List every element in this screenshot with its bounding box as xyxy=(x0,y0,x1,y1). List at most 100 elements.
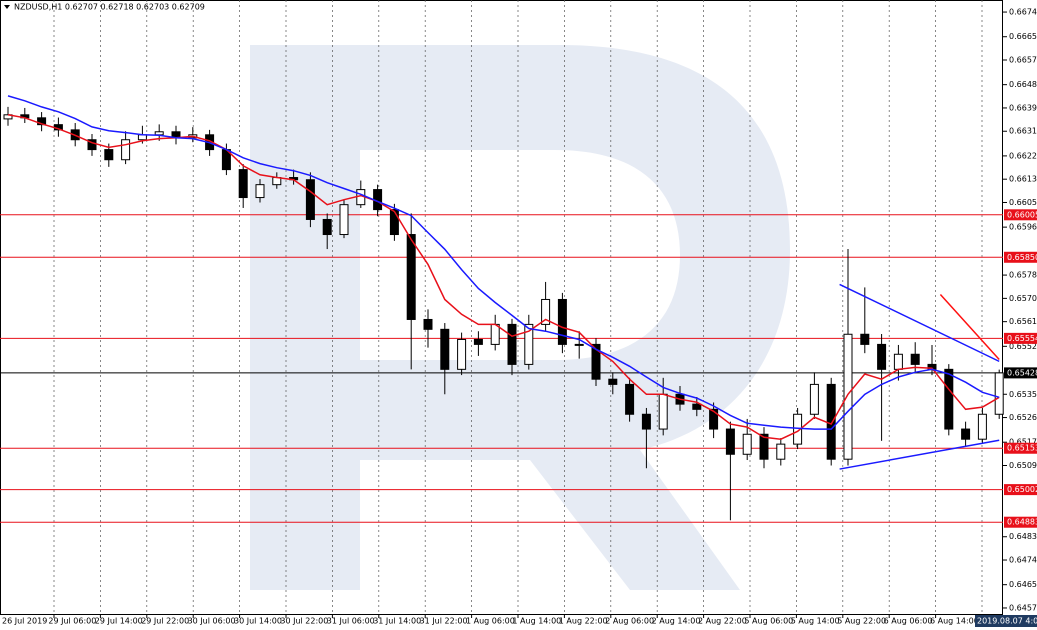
level-label: 0.65002 xyxy=(1007,485,1037,494)
x-tick-label: 31 Jul 22:00 xyxy=(420,617,468,626)
level-label-bg xyxy=(1004,209,1037,221)
y-tick-label: 0.66135 xyxy=(1009,175,1037,184)
x-tick-label: 31 Jul 06:00 xyxy=(327,617,375,626)
x-tick-label: 6 Aug 06:00 xyxy=(884,617,933,626)
candle-body xyxy=(406,234,416,320)
y-tick-label: 0.65785 xyxy=(1009,271,1037,280)
x-tick-label: 5 Aug 14:00 xyxy=(791,617,840,626)
candle-body xyxy=(843,333,853,460)
x-tick-label: 2 Aug 14:00 xyxy=(652,617,701,626)
x-tick-label: 30 Jul 14:00 xyxy=(234,617,282,626)
candle-body xyxy=(154,131,164,136)
trendline xyxy=(839,283,1000,363)
candle-body xyxy=(709,408,719,430)
marks xyxy=(3,95,1004,521)
candle-body xyxy=(625,383,635,415)
level-label: 0.64883 xyxy=(1007,518,1037,527)
y-tick-label: 0.66395 xyxy=(1009,103,1037,112)
menu-arrow xyxy=(4,5,10,9)
y-tick-label: 0.65525 xyxy=(1009,342,1037,351)
candle-body xyxy=(541,298,551,325)
x-tick-label: 1 Aug 14:00 xyxy=(512,617,561,626)
candle-body xyxy=(490,323,500,345)
candle-body xyxy=(87,139,97,151)
candle-body xyxy=(591,343,601,380)
candle-body xyxy=(809,383,819,415)
candle-body xyxy=(994,372,1004,415)
y-tick-label: 0.65175 xyxy=(1009,438,1037,447)
y-tick-label: 0.66655 xyxy=(1009,32,1037,41)
level-label: 0.65428 xyxy=(1007,368,1037,377)
chart-title: NZDUSD,H1 0.62707 0.62718 0.62703 0.6270… xyxy=(14,3,205,12)
candle-body xyxy=(793,413,803,445)
level-label: 0.65153 xyxy=(1007,444,1037,453)
x-tick-label: 2 Aug 06:00 xyxy=(605,617,654,626)
candle-body xyxy=(440,328,450,370)
y-tick-label: 0.65265 xyxy=(1009,413,1037,422)
candle-body xyxy=(574,343,584,346)
candle-body xyxy=(860,333,870,345)
plot-frame xyxy=(0,0,1003,615)
y-tick-label: 0.66745 xyxy=(1009,8,1037,17)
candle-body xyxy=(977,413,987,440)
x-tick-label: 30 Jul 22:00 xyxy=(280,617,328,626)
level-label-bg xyxy=(1004,251,1037,263)
candle-body xyxy=(37,117,47,126)
level-label: 0.66005 xyxy=(1007,210,1037,219)
candle-body xyxy=(255,184,265,199)
x-tick-label: 29 Jul 22:00 xyxy=(141,617,189,626)
candle-body xyxy=(121,139,131,161)
candle-body xyxy=(776,443,786,460)
moving-average xyxy=(7,95,1000,430)
cursor-label-bg xyxy=(975,615,1037,627)
candle-body xyxy=(893,353,903,370)
x-tick-label: 1 Aug 06:00 xyxy=(466,617,515,626)
cursor-label: 2019.08.07 4:00 xyxy=(977,617,1037,626)
candle-body xyxy=(961,428,971,440)
y-tick-label: 0.64570 xyxy=(1009,603,1037,612)
candle-body xyxy=(339,204,349,236)
candle-body xyxy=(507,323,517,365)
x-tick-label: 29 Jul 14:00 xyxy=(95,617,143,626)
candle-body xyxy=(877,343,887,370)
x-tick-label: 1 Aug 22:00 xyxy=(559,617,608,626)
candle-body xyxy=(910,353,920,365)
candle-body xyxy=(759,433,769,460)
x-tick-label: 5 Aug 22:00 xyxy=(837,617,886,626)
y-tick-label: 0.65615 xyxy=(1009,317,1037,326)
candle-body xyxy=(322,218,332,236)
candle-body xyxy=(944,368,954,430)
candle-body xyxy=(725,428,735,455)
candle-body xyxy=(524,323,534,365)
x-tick-label: 31 Jul 14:00 xyxy=(373,617,421,626)
candle-body xyxy=(658,393,668,430)
candle-body xyxy=(104,149,114,161)
candle-body xyxy=(742,433,752,455)
grid xyxy=(0,0,1003,614)
x-tick-label: 29 Jul 06:00 xyxy=(48,617,96,626)
candle-body xyxy=(389,209,399,236)
x-tick-label: 30 Jul 06:00 xyxy=(188,617,236,626)
x-tick-label: 6 Aug 14:00 xyxy=(930,617,979,626)
candle-body xyxy=(641,413,651,430)
level-label-bg xyxy=(1004,442,1037,454)
candle-body xyxy=(557,298,567,345)
level-label-bg xyxy=(1004,516,1037,528)
x-tick-label: 5 Aug 06:00 xyxy=(744,617,793,626)
level-label: 0.65850 xyxy=(1007,253,1037,262)
candle-body xyxy=(238,169,248,199)
candle-body xyxy=(692,403,702,410)
x-tick-label: 2 Aug 22:00 xyxy=(698,617,747,626)
candle-body xyxy=(608,378,618,385)
trendline xyxy=(839,439,1000,470)
candle-body xyxy=(423,318,433,330)
candle-body xyxy=(826,383,836,460)
level-label: 0.65554 xyxy=(1007,334,1037,343)
